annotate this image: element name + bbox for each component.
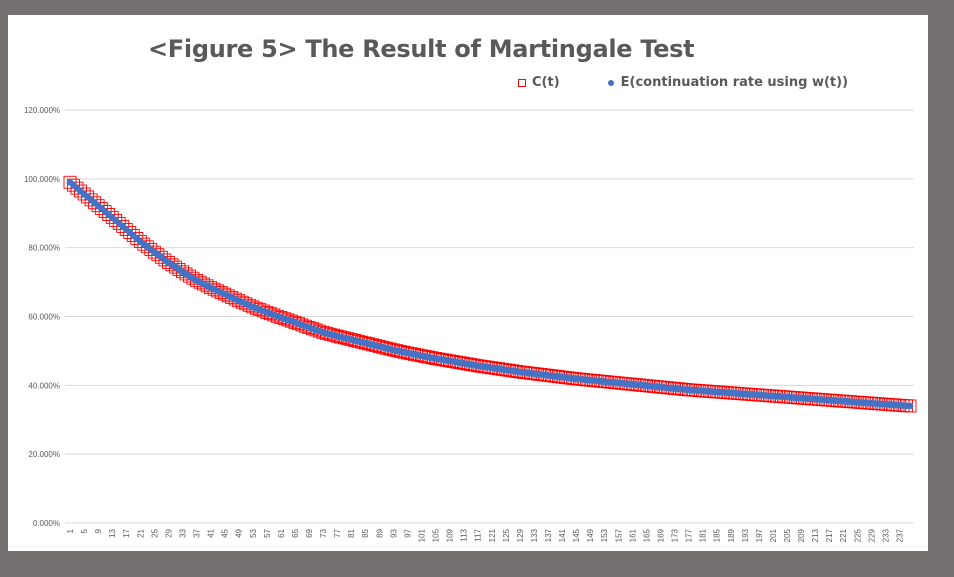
x-tick-label: 97 [403, 528, 412, 537]
legend-item-expected: E(continuation rate using w(t)) [607, 75, 849, 90]
x-tick-label: 233 [881, 528, 890, 542]
gridlines [65, 109, 914, 524]
x-tick-label: 129 [516, 528, 525, 542]
point-ct [154, 250, 168, 264]
x-tick-label: 125 [502, 528, 511, 542]
series-ct [63, 175, 917, 413]
plot-svg: 0.000% 20.000% 40.000% 60.000% 80.000% 100.00… [24, 106, 917, 542]
x-tick-label: 85 [361, 528, 370, 537]
x-tick-label: 189 [727, 528, 736, 542]
point-ct [137, 237, 151, 251]
y-tick-label: 0.000% [33, 519, 60, 528]
x-tick-label: 153 [600, 528, 609, 542]
point-ct [147, 245, 161, 259]
point-ct [151, 248, 165, 262]
y-axis-ticks: 0.000% 20.000% 40.000% 60.000% 80.000% 100.00… [24, 106, 60, 528]
x-tick-label: 201 [769, 528, 778, 542]
legend-label-expected: E(continuation rate using w(t)) [620, 75, 849, 90]
y-tick-label: 100.000% [24, 175, 60, 184]
x-tick-label: 185 [713, 528, 722, 542]
point-ct [165, 258, 179, 272]
x-tick-label: 9 [94, 528, 103, 533]
point-ct [161, 256, 175, 269]
x-tick-label: 193 [741, 528, 750, 542]
x-tick-label: 217 [825, 528, 834, 542]
x-tick-label: 169 [656, 528, 665, 542]
y-tick-label: 20.000% [28, 450, 60, 459]
point-ct [140, 240, 154, 254]
x-tick-label: 41 [207, 528, 216, 537]
y-tick-label: 80.000% [28, 244, 60, 253]
x-tick-label: 205 [783, 528, 792, 542]
point-ct [172, 262, 186, 276]
x-tick-label: 21 [136, 528, 145, 537]
point-ct [133, 235, 147, 248]
x-tick-label: 157 [614, 528, 623, 542]
x-tick-label: 149 [586, 528, 595, 542]
x-tick-label: 113 [460, 528, 469, 541]
x-tick-label: 105 [432, 528, 441, 542]
legend: C(t) E(continuation rate using w(t)) [518, 75, 896, 90]
x-tick-label: 173 [671, 528, 680, 542]
point-ct [144, 243, 158, 256]
legend-dot-marker-icon [607, 79, 614, 86]
x-tick-label: 101 [417, 528, 426, 542]
x-tick-label: 209 [797, 528, 806, 542]
x-tick-label: 13 [108, 528, 117, 537]
x-tick-label: 141 [558, 528, 567, 542]
chart-title: <Figure 5> The Result of Martingale Test [148, 35, 695, 63]
x-tick-label: 177 [685, 528, 694, 542]
legend-item-ct: C(t) [518, 75, 560, 90]
x-tick-label: 93 [389, 528, 398, 537]
legend-square-marker-icon [518, 78, 526, 87]
x-tick-label: 221 [839, 528, 848, 542]
x-tick-label: 77 [333, 528, 342, 537]
x-tick-label: 37 [193, 528, 202, 537]
x-tick-label: 25 [150, 528, 159, 537]
x-tick-label: 181 [699, 528, 708, 542]
y-tick-label: 40.000% [28, 381, 60, 390]
point-expected [906, 402, 914, 410]
x-tick-label: 65 [291, 528, 300, 537]
x-tick-label: 1 [66, 528, 75, 533]
x-tick-label: 49 [235, 528, 244, 537]
x-tick-label: 117 [474, 528, 483, 541]
y-tick-label: 120.000% [24, 106, 60, 115]
x-tick-label: 73 [319, 528, 328, 537]
x-tick-label: 145 [572, 528, 581, 542]
x-tick-label: 17 [122, 528, 131, 537]
x-tick-label: 109 [446, 528, 455, 542]
x-tick-label: 237 [895, 528, 904, 542]
point-ct [158, 253, 172, 267]
legend-label-ct: C(t) [532, 75, 560, 90]
y-tick-label: 60.000% [28, 313, 60, 322]
x-tick-label: 213 [811, 528, 820, 542]
x-tick-label: 133 [530, 528, 539, 542]
x-tick-label: 29 [164, 528, 173, 537]
x-tick-label: 89 [375, 528, 384, 537]
x-axis-ticks: 1 5 9 13 17 21 25 29 33 37 41 45 49 53 57 61 65 69 73 77 81 8… [66, 528, 904, 542]
x-tick-label: 53 [249, 528, 258, 537]
x-tick-label: 197 [755, 528, 764, 542]
point-ct [168, 260, 182, 274]
x-tick-label: 81 [347, 528, 356, 537]
x-tick-label: 33 [178, 528, 187, 537]
x-tick-label: 161 [628, 528, 637, 542]
x-tick-label: 225 [853, 528, 862, 542]
x-tick-label: 121 [488, 528, 497, 542]
x-tick-label: 61 [277, 528, 286, 537]
series-expected [66, 178, 914, 410]
x-tick-label: 5 [80, 528, 89, 533]
x-tick-label: 57 [263, 528, 272, 537]
x-tick-label: 229 [867, 528, 876, 542]
x-tick-label: 165 [642, 528, 651, 542]
x-tick-label: 137 [544, 528, 553, 542]
x-tick-label: 45 [221, 528, 230, 537]
x-tick-label: 69 [305, 528, 314, 537]
chart-area: <Figure 5> The Result of Martingale Test… [8, 15, 928, 551]
